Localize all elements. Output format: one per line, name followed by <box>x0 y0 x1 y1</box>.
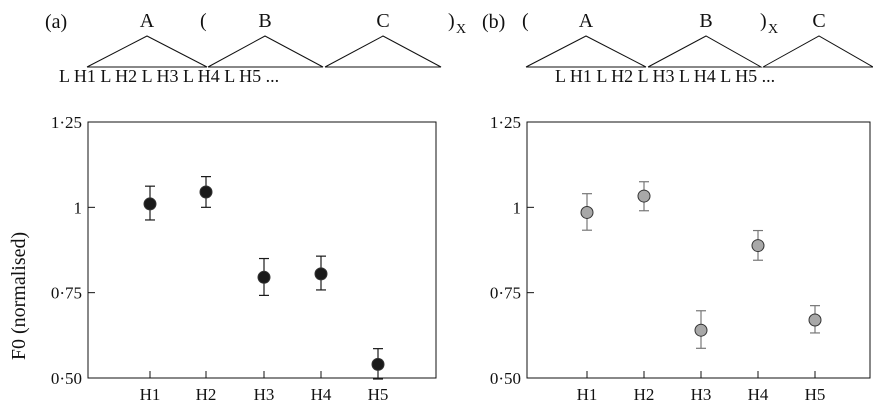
data-point <box>637 189 651 203</box>
grouping-triangle <box>525 35 647 68</box>
group-label: C <box>812 10 825 32</box>
y-tick-label: 0·75 <box>51 284 82 303</box>
grouping-triangle <box>324 35 442 68</box>
tone-string: L H1 L H2 L H3 L H4 L H5 ... <box>555 66 775 86</box>
x-tick-label: H1 <box>577 385 598 404</box>
data-point <box>199 185 213 199</box>
group-label: A <box>140 10 155 32</box>
data-point <box>694 323 708 337</box>
x-tick-label: H4 <box>311 385 332 404</box>
data-point <box>751 239 765 253</box>
x-tick-label: H5 <box>805 385 826 404</box>
x-tick-label: H5 <box>368 385 389 404</box>
y-tick-label: 1·25 <box>490 113 521 132</box>
data-point <box>808 313 822 327</box>
open-bracket: ( <box>200 10 207 32</box>
close-bracket: ) <box>760 10 767 32</box>
x-tick-label: H3 <box>691 385 712 404</box>
panel-label: (a) <box>45 11 67 33</box>
data-point <box>314 267 328 281</box>
grouping-triangle <box>762 35 873 68</box>
open-bracket: ( <box>522 10 529 32</box>
x-tick-label: H2 <box>634 385 655 404</box>
tone-string: L H1 L H2 L H3 L H4 L H5 ... <box>59 66 279 86</box>
x-tick-label: H2 <box>196 385 217 404</box>
panel-label: (b) <box>482 11 505 33</box>
y-tick-label: 1 <box>513 198 522 217</box>
panel-a: (a) A B ( C) X L H1 L H2 L H3 L H4 L H5 ... 0·5… <box>45 10 466 404</box>
y-tick-label: 0·50 <box>490 369 521 388</box>
group-label: A <box>579 10 594 32</box>
group-label: B <box>699 10 712 32</box>
close-bracket: ) <box>448 10 455 32</box>
y-tick-label: 1 <box>74 198 83 217</box>
bracket-subscript: X <box>768 22 778 37</box>
panel-b: (b) A ( B) X C L H1 L H2 L H3 L H4 L H5 ... 0·5… <box>482 10 873 404</box>
group-label: C <box>376 10 389 32</box>
bracket-subscript: X <box>456 22 466 37</box>
y-axis-label: F0 (normalised) <box>8 232 30 360</box>
x-tick-label: H4 <box>748 385 769 404</box>
data-point <box>143 197 157 211</box>
plot-frame <box>87 121 437 379</box>
y-tick-label: 0·75 <box>490 284 521 303</box>
y-tick-label: 1·25 <box>51 113 82 132</box>
data-point <box>371 357 385 371</box>
y-tick-label: 0·50 <box>51 369 82 388</box>
data-point <box>580 205 594 219</box>
data-point <box>257 270 271 284</box>
grouping-triangle <box>647 35 763 68</box>
grouping-triangle <box>207 35 324 68</box>
grouping-triangle <box>86 35 208 68</box>
x-tick-label: H3 <box>254 385 275 404</box>
x-tick-label: H1 <box>140 385 161 404</box>
group-label: B <box>258 10 271 32</box>
plot-frame <box>526 121 871 379</box>
